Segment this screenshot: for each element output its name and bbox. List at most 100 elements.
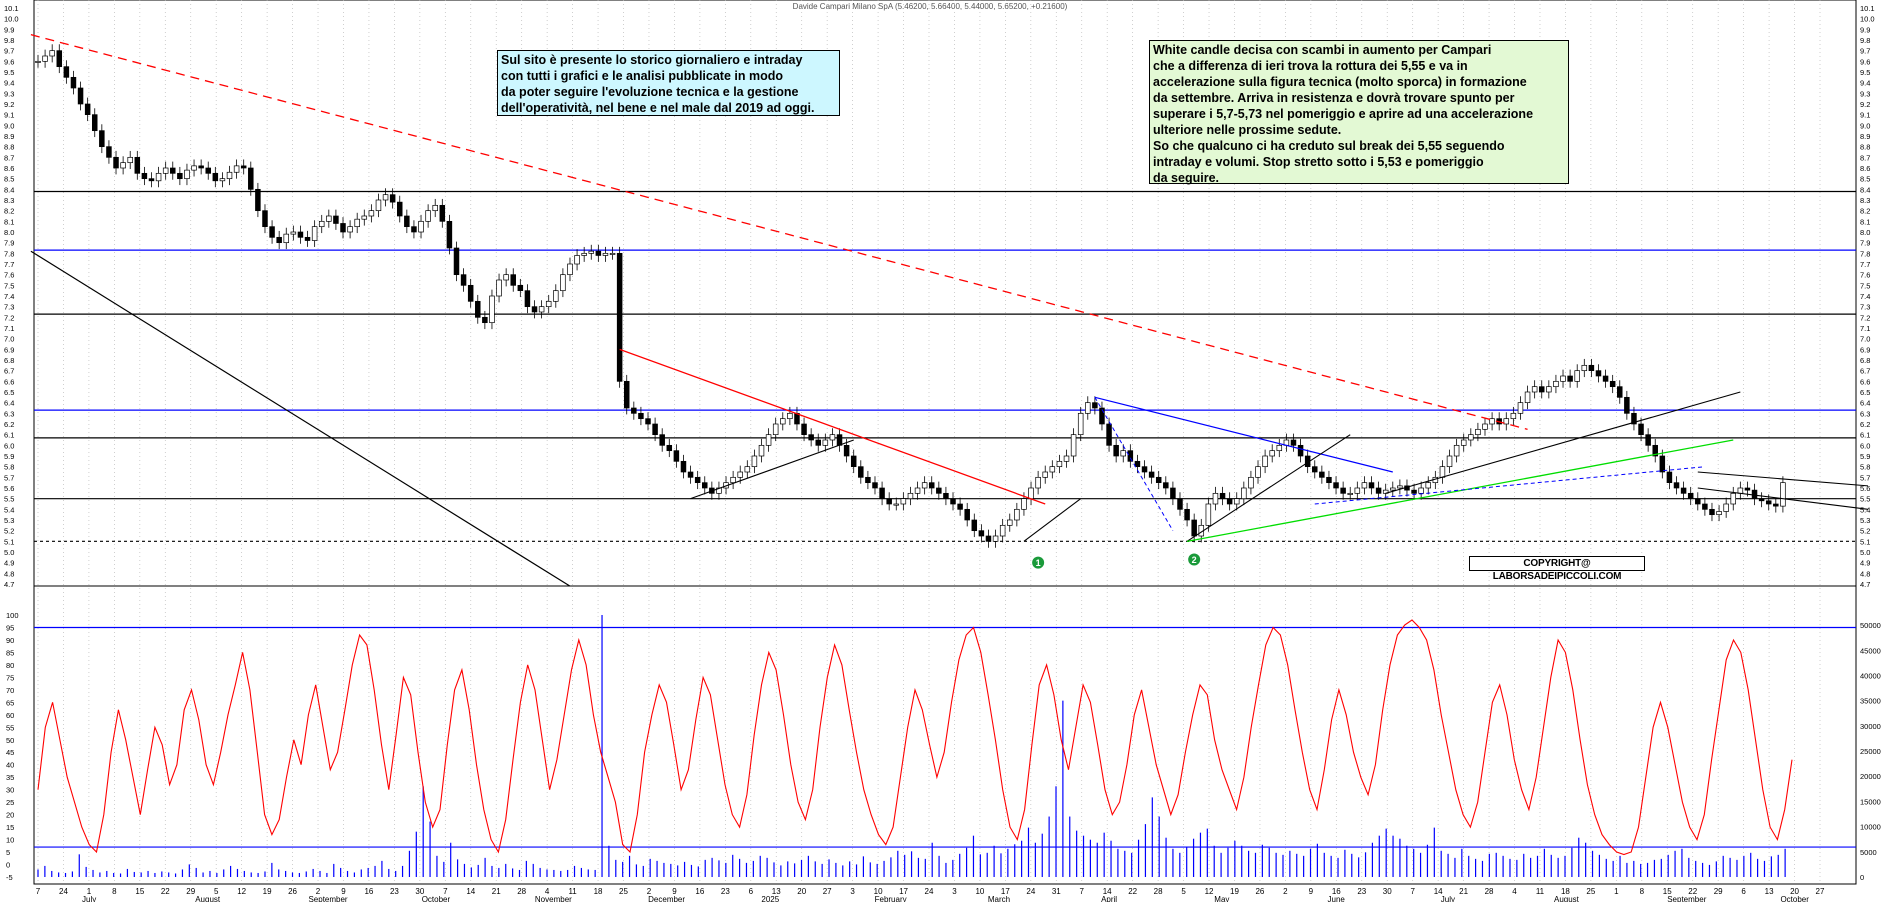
x-tick-label: 14 <box>466 887 475 896</box>
candle-body <box>99 130 105 148</box>
resistance-line <box>1094 396 1393 473</box>
candle-body <box>1276 444 1283 452</box>
candle-body <box>1730 492 1737 505</box>
price-tick-label: 6.5 <box>4 388 14 397</box>
price-tick-label: 8.7 <box>4 153 14 162</box>
volume-tick-label: 0 <box>1860 873 1864 882</box>
x-tick-label: 12 <box>237 887 246 896</box>
candle-body <box>439 204 446 222</box>
note-right-line: accelerazione sulla figura tecnica (molt… <box>1153 75 1527 89</box>
candle-body <box>1765 500 1772 505</box>
oscillator-tick-label: 0 <box>6 861 10 870</box>
candle-body <box>872 482 878 489</box>
price-tick-label: 7.8 <box>1860 249 1870 258</box>
candle-body <box>1099 407 1105 425</box>
candle-body <box>1744 487 1751 491</box>
candle-body <box>1773 503 1779 507</box>
candle-body <box>446 220 453 249</box>
price-tick-label: 8.8 <box>4 143 14 152</box>
candle-body <box>56 50 63 68</box>
price-tick-label: 5.1 <box>1860 537 1870 546</box>
candle-body <box>304 236 311 241</box>
candle-body <box>999 524 1006 537</box>
note-left-line: dell'operatività, nel bene e nel male da… <box>501 101 815 115</box>
price-tick-label: 9.3 <box>1860 89 1870 98</box>
x-tick-label: 12 <box>1205 887 1214 896</box>
candle-body <box>985 535 992 542</box>
x-tick-label: 9 <box>341 887 346 896</box>
price-tick-label: 6.2 <box>4 420 14 429</box>
price-tick-label: 8.9 <box>4 132 14 141</box>
candle-body <box>425 210 431 222</box>
candle-body <box>113 156 119 169</box>
note-right-line: So che qualcuno ci ha creduto sul break … <box>1153 139 1505 153</box>
month-label: September <box>308 895 347 902</box>
price-tick-label: 6.5 <box>1860 388 1870 397</box>
candle-body <box>191 165 197 171</box>
candle-body <box>1042 471 1048 478</box>
candle-body <box>1638 423 1644 436</box>
candle-body <box>233 165 240 173</box>
candle-body <box>1780 482 1786 507</box>
candle-body <box>964 508 970 521</box>
volume-tick-label: 40000 <box>1860 671 1881 680</box>
note-right-line: intraday e volumi. Stop stretto sotto i … <box>1153 155 1484 169</box>
candle-body <box>1460 439 1467 446</box>
candle-body <box>184 169 190 180</box>
candle-body <box>1666 471 1673 484</box>
candle-body <box>1269 450 1275 457</box>
price-tick-label: 8.3 <box>4 196 14 205</box>
month-label: December <box>648 895 685 902</box>
pivot-marker-label: 1 <box>1036 558 1041 568</box>
candle-body <box>836 434 843 446</box>
candle-body <box>957 503 963 510</box>
candle-body <box>1070 434 1077 457</box>
candle-body <box>1248 476 1254 489</box>
oscillator-tick-label: 80 <box>6 661 14 670</box>
candle-body <box>482 316 488 324</box>
uptrend-line <box>1023 498 1082 542</box>
oscillator-tick-label: 15 <box>6 823 14 832</box>
channel-line <box>1697 487 1869 510</box>
price-tick-label: 8.4 <box>1860 185 1870 194</box>
price-tick-label: 9.9 <box>1860 25 1870 34</box>
candle-body <box>1489 418 1495 425</box>
price-tick-label: 6.2 <box>1860 420 1870 429</box>
x-tick-label: 18 <box>1561 887 1570 896</box>
candle-body <box>1163 482 1169 489</box>
x-tick-label: 13 <box>1765 887 1774 896</box>
candle-body <box>1517 402 1524 414</box>
candle-body <box>1290 439 1297 446</box>
price-tick-label: 5.9 <box>1860 452 1870 461</box>
candle-body <box>702 482 708 489</box>
price-tick-label: 6.1 <box>1860 431 1870 440</box>
candle-body <box>326 215 332 222</box>
candle-body <box>581 252 587 256</box>
candle-body <box>1255 466 1261 478</box>
x-tick-label: 3 <box>952 887 957 896</box>
price-tick-label: 5.0 <box>4 548 14 557</box>
candle-body <box>1361 482 1368 489</box>
pivot-marker-label: 2 <box>1192 555 1197 565</box>
candle-body <box>1737 487 1744 494</box>
x-tick-label: 22 <box>1128 887 1137 896</box>
price-tick-label: 7.7 <box>1860 260 1870 269</box>
price-tick-label: 8.0 <box>4 228 14 237</box>
candle-body <box>1219 492 1226 500</box>
price-tick-label: 9.0 <box>4 121 14 130</box>
candle-body <box>602 252 609 256</box>
candle-body <box>141 172 148 180</box>
price-tick-label: 4.8 <box>1860 569 1870 578</box>
price-tick-label: 8.8 <box>1860 143 1870 152</box>
candle-body <box>744 466 751 473</box>
candle-body <box>475 300 481 318</box>
price-tick-label: 8.4 <box>4 185 14 194</box>
candle-body <box>1092 402 1098 409</box>
candle-body <box>652 423 658 436</box>
candle-body <box>1468 434 1474 441</box>
month-label: April <box>1101 895 1117 902</box>
candle-body <box>673 450 680 462</box>
x-tick-label: 9 <box>1309 887 1314 896</box>
candle-body <box>106 146 112 158</box>
candle-body <box>780 418 786 425</box>
